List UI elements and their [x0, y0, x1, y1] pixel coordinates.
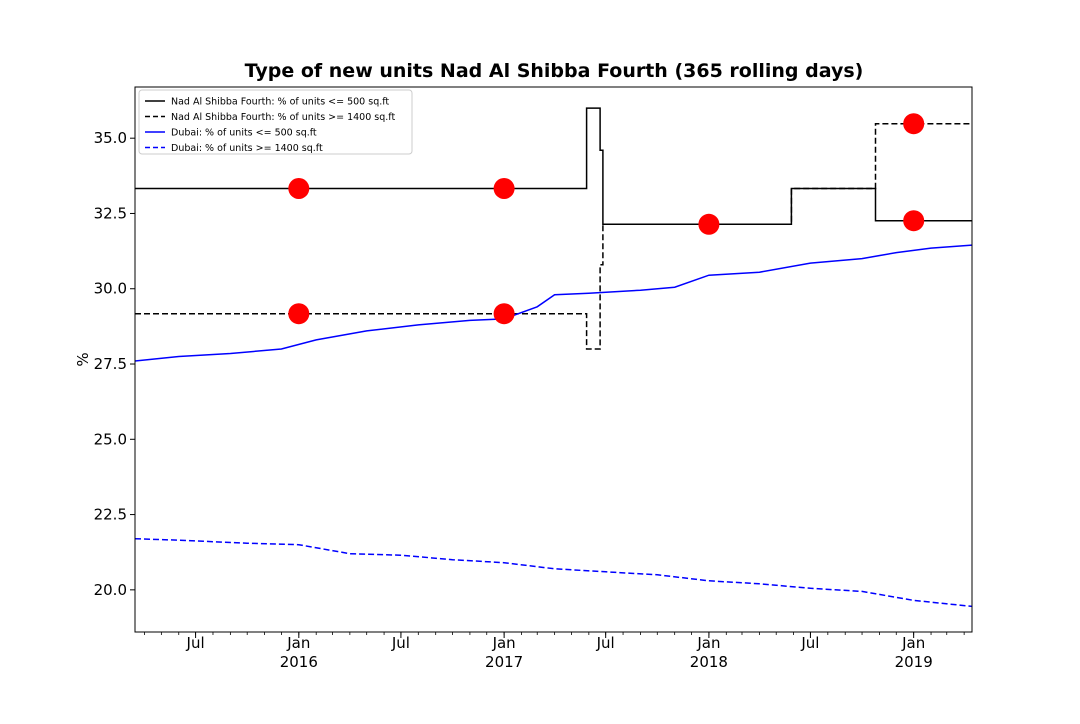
- red-marker-5: [288, 303, 310, 325]
- plot-frame: [134, 86, 973, 633]
- red-marker-4: [903, 210, 925, 232]
- series-line-1: [135, 107, 972, 226]
- x-tick-label: 2019: [895, 653, 933, 671]
- red-marker-7: [903, 113, 925, 135]
- x-tick-label: Jul: [186, 634, 205, 652]
- legend-label-3: Dubai: % of units <= 500 sq.ft: [171, 128, 317, 139]
- x-tick-label: 2017: [485, 653, 523, 671]
- legend-label-2: Nad Al Shibba Fourth: % of units >= 1400…: [171, 112, 395, 123]
- y-tick-label: 27.5: [94, 355, 127, 373]
- y-tick-label: 30.0: [94, 280, 127, 298]
- legend-box: [138, 89, 413, 155]
- x-tick-label: Jul: [596, 634, 615, 652]
- red-marker-2: [493, 178, 515, 199]
- series-layer: [134, 107, 973, 608]
- y-axis-label: %: [74, 352, 92, 366]
- chart-title: Type of new units Nad Al Shibba Fourth (…: [244, 60, 864, 82]
- x-tick-label: 2016: [280, 653, 318, 671]
- y-tick-label: 20.0: [94, 581, 127, 599]
- red-marker-1: [288, 178, 310, 199]
- x-tick-label: Jan: [492, 634, 516, 652]
- y-tick-label: 35.0: [94, 129, 127, 147]
- x-tick-label: Jul: [391, 634, 410, 652]
- series-line-3: [134, 244, 973, 362]
- x-tick-label: Jul: [800, 634, 819, 652]
- legend-label-1: Nad Al Shibba Fourth: % of units <= 500 …: [171, 97, 389, 108]
- y-tick-label: 25.0: [94, 430, 127, 448]
- marker-layer: [288, 113, 925, 325]
- x-tick-label: Jan: [696, 634, 720, 652]
- red-marker-3: [698, 213, 720, 235]
- axes-layer: 20.022.525.027.530.032.535.0%Jul Jan2016J…: [74, 129, 965, 671]
- series-line-4: [134, 537, 973, 608]
- y-tick-label: 22.5: [94, 506, 127, 524]
- red-marker-6: [493, 303, 515, 325]
- x-tick-label: Jan: [901, 634, 925, 652]
- y-tick-label: 32.5: [94, 204, 127, 222]
- legend: Nad Al Shibba Fourth: % of units <= 500 …: [138, 89, 413, 155]
- legend-label-4: Dubai: % of units >= 1400 sq.ft: [171, 143, 323, 154]
- series-line-2: [135, 122, 972, 350]
- x-tick-label: Jan: [286, 634, 310, 652]
- x-tick-label: 2018: [690, 653, 728, 671]
